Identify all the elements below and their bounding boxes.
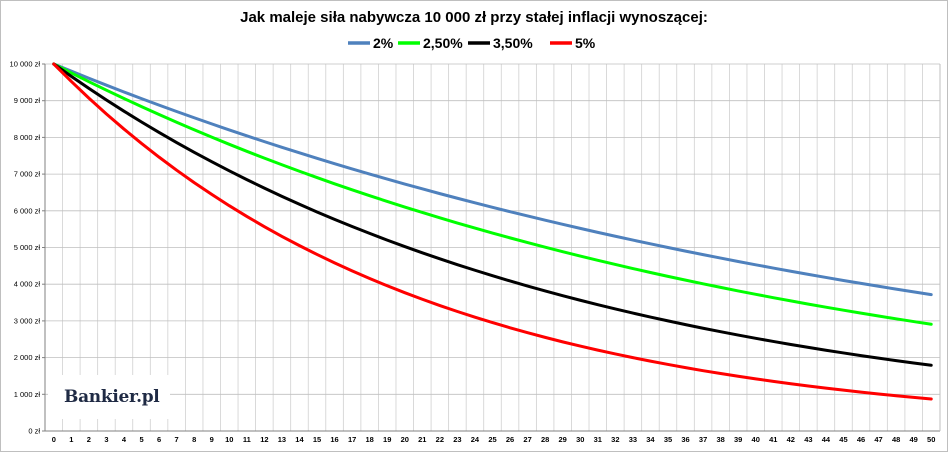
x-tick-label: 10 [225,435,233,444]
x-tick-label: 44 [822,435,831,444]
x-tick-label: 49 [909,435,917,444]
x-tick-label: 22 [436,435,444,444]
y-tick-label: 2 000 zł [14,353,41,362]
y-tick-label: 0 zł [28,427,40,436]
y-tick-label: 4 000 zł [14,280,41,289]
x-tick-label: 23 [453,435,461,444]
x-tick-label: 32 [611,435,619,444]
x-tick-label: 27 [523,435,531,444]
x-tick-label: 18 [365,435,373,444]
x-tick-label: 39 [734,435,742,444]
x-tick-label: 7 [175,435,179,444]
x-tick-label: 8 [192,435,196,444]
y-tick-label: 9 000 zł [14,96,41,105]
x-tick-label: 29 [559,435,567,444]
x-axis-tick-labels: 0 1 2 3 4 5 6 7 8 9 10 11 12 13 14 15 16 17 18 19 20 21 22 23 24… [52,435,936,444]
x-tick-label: 11 [243,435,251,444]
y-tick-label: 6 000 zł [14,206,41,215]
legend-label: 2% [373,35,394,51]
grid [44,63,941,432]
x-tick-label: 17 [348,435,356,444]
x-tick-label: 28 [541,435,549,444]
x-tick-label: 34 [646,435,655,444]
y-tick-label: 7 000 zł [14,170,41,179]
bankier-logo: Bankier.pl [64,387,160,407]
x-tick-label: 36 [681,435,689,444]
series-line-3-50- [52,62,933,367]
x-tick-label: 19 [383,435,391,444]
x-tick-label: 13 [278,435,286,444]
x-tick-label: 35 [664,435,672,444]
x-tick-label: 38 [716,435,724,444]
y-tick-label: 3 000 zł [14,316,41,325]
x-tick-label: 24 [471,435,480,444]
y-tick-label: 8 000 zł [14,133,41,142]
y-axis-tick-labels: 0 zł 1 000 zł 2 000 zł 3 000 zł 4 000 zł 5 00… [10,60,45,436]
x-tick-label: 25 [488,435,496,444]
x-tick-label: 48 [892,435,900,444]
x-tick-label: 12 [260,435,268,444]
x-tick-label: 4 [122,435,127,444]
x-tick-label: 42 [787,435,795,444]
series-line-5- [52,62,933,401]
x-tick-label: 0 [52,435,56,444]
x-tick-label: 26 [506,435,514,444]
x-tick-label: 3 [104,435,108,444]
series-line-2- [52,62,933,297]
x-tick-label: 30 [576,435,584,444]
legend: 2% 2,50% 3,50% 5% [348,35,596,51]
x-tick-label: 46 [857,435,865,444]
x-tick-label: 5 [139,435,143,444]
x-tick-label: 1 [69,435,73,444]
x-tick-label: 9 [210,435,214,444]
x-tick-label: 40 [752,435,760,444]
x-tick-label: 14 [295,435,304,444]
legend-label: 5% [575,35,596,51]
x-tick-label: 47 [874,435,882,444]
x-tick-label: 33 [629,435,637,444]
x-tick-label: 2 [87,435,91,444]
x-tick-label: 6 [157,435,161,444]
x-tick-label: 16 [330,435,338,444]
legend-label: 3,50% [493,35,533,51]
watermark-box: Bankier.pl [48,375,170,419]
x-tick-label: 50 [927,435,935,444]
x-tick-label: 15 [313,435,321,444]
y-tick-label: 10 000 zł [10,60,41,69]
x-tick-label: 41 [769,435,777,444]
x-tick-label: 20 [401,435,409,444]
x-tick-label: 37 [699,435,707,444]
x-tick-label: 21 [418,435,426,444]
series-lines [52,62,933,401]
x-tick-label: 43 [804,435,812,444]
x-tick-label: 31 [594,435,602,444]
y-tick-label: 1 000 zł [14,390,41,399]
series-line-2-50- [52,62,933,326]
legend-label: 2,50% [423,35,463,51]
chart-title: Jak maleje siła nabywcza 10 000 zł przy … [240,9,708,26]
x-tick-label: 45 [839,435,847,444]
y-tick-label: 5 000 zł [14,243,41,252]
